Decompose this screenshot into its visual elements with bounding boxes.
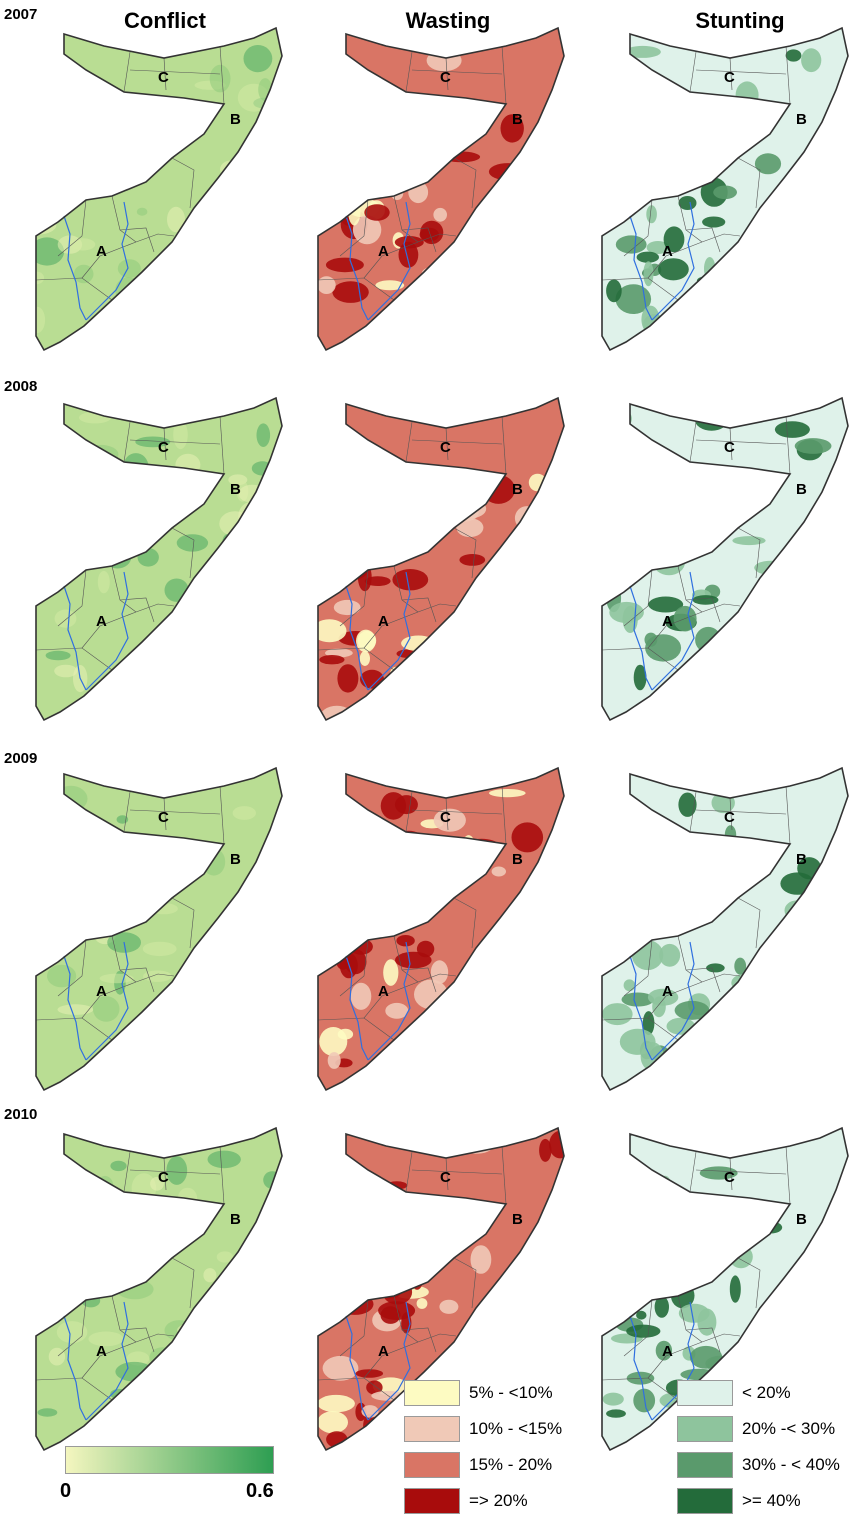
wasting-map-2007: A B C [317,26,565,352]
region-label-c: C [158,69,169,86]
wasting-legend-label-2: 10% - <15% [469,1419,563,1438]
column-title-conflict: Conflict [124,8,206,33]
stunting-legend-label-2: 20% -< 30% [742,1419,836,1438]
region-label-a: A [96,613,107,630]
region-label-a: A [662,983,673,1000]
region-label-c: C [724,439,735,456]
wasting-legend-label-4: => 20% [469,1491,528,1510]
region-label-b: B [796,851,807,868]
region-label-c: C [724,1169,735,1186]
stunting-map-2007: A B C [601,26,849,352]
stunting-map-2008: A B C [601,396,849,722]
region-label-a: A [96,1343,107,1360]
wasting-legend-label-1: 5% - <10% [469,1383,553,1402]
region-label-c: C [440,1169,451,1186]
conflict-map-2007: A B C [35,26,283,352]
column-title-wasting: Wasting [405,8,491,33]
region-label-b: B [512,1211,523,1228]
year-label-2009: 2009 [4,750,38,767]
region-label-b: B [512,111,523,128]
stunting-legend-swatch-3 [677,1452,733,1478]
region-label-c: C [158,1169,169,1186]
stunting-legend-swatch-1 [677,1380,733,1406]
region-label-a: A [378,1343,389,1360]
region-label-a: A [378,613,389,630]
region-label-b: B [796,1211,807,1228]
wasting-legend-label-3: 15% - 20% [469,1455,553,1474]
region-label-b: B [230,481,241,498]
region-label-b: B [230,851,241,868]
region-label-b: B [512,851,523,868]
region-label-a: A [96,243,107,260]
region-label-c: C [724,809,735,826]
wasting-map-2008: A B C [317,396,565,722]
wasting-map-2010: A B C [317,1126,565,1452]
conflict-map-2009: A B C [35,766,283,1092]
year-label-2008: 2008 [4,378,38,395]
conflict-map-2010: A B C [35,1126,283,1452]
year-label-2007: 2007 [4,6,38,23]
wasting-legend-swatch-2 [404,1416,460,1442]
region-label-b: B [512,481,523,498]
region-label-b: B [230,1211,241,1228]
wasting-legend-swatch-3 [404,1452,460,1478]
wasting-legend-swatch-1 [404,1380,460,1406]
conflict-colorbar [65,1446,274,1474]
region-label-c: C [158,439,169,456]
region-label-b: B [796,111,807,128]
wasting-legend-swatch-4 [404,1488,460,1514]
wasting-map-2009: A B C [317,766,565,1092]
stunting-map-2009: A B C [601,766,849,1092]
region-label-a: A [96,983,107,1000]
stunting-map-2010: A B C [601,1126,849,1452]
conflict-map-2008: A B C [35,396,283,722]
region-label-a: A [378,983,389,1000]
conflict-colorbar-min: 0 [60,1480,72,1502]
region-label-a: A [378,243,389,260]
column-title-stunting: Stunting [695,8,785,33]
region-label-c: C [440,809,451,826]
stunting-legend-label-4: >= 40% [742,1491,801,1510]
region-label-b: B [796,481,807,498]
region-label-c: C [440,439,451,456]
stunting-legend-label-3: 30% - < 40% [742,1455,840,1474]
conflict-colorbar-max: 0.6 [246,1480,274,1502]
stunting-legend-swatch-2 [677,1416,733,1442]
region-label-a: A [662,243,673,260]
region-label-c: C [158,809,169,826]
region-label-c: C [440,69,451,86]
stunting-legend-label-1: < 20% [742,1383,791,1402]
stunting-legend-swatch-4 [677,1488,733,1514]
region-label-a: A [662,1343,673,1360]
year-label-2010: 2010 [4,1106,38,1123]
region-label-c: C [724,69,735,86]
region-label-a: A [662,613,673,630]
region-label-b: B [230,111,241,128]
